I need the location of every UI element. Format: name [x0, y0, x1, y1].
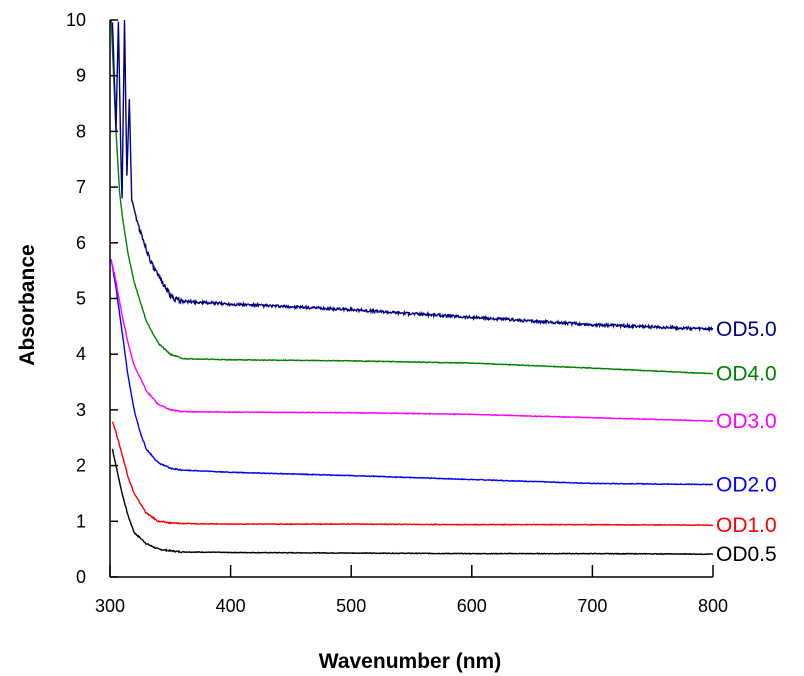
y-tick-label: 7	[76, 177, 86, 197]
series-line-od5-0	[111, 19, 714, 333]
series-line-od2-0	[110, 259, 714, 486]
x-tick-label: 300	[95, 596, 125, 616]
y-tick-label: 4	[76, 344, 86, 364]
y-tick-label: 6	[76, 233, 86, 253]
tick-labels: 0 1 2 3 4 5 6 7 8 9 10 300 400 500 600 700 800	[66, 10, 728, 616]
x-tick-label: 400	[216, 596, 246, 616]
series-line-od3-0	[110, 259, 714, 423]
series-line-od0-5	[111, 448, 714, 556]
y-tick-label: 8	[76, 121, 86, 141]
y-tick-label: 2	[76, 456, 86, 476]
axes	[109, 19, 714, 578]
plot-lines	[110, 19, 714, 556]
series-label: OD2.0	[716, 474, 777, 497]
series-label: OD0.5	[716, 543, 777, 566]
y-axis-title: Absorbance	[16, 244, 39, 365]
x-tick-label: 500	[336, 596, 366, 616]
y-tick-label: 10	[66, 10, 86, 30]
series-label: OD3.0	[716, 410, 777, 433]
series-label: OD5.0	[716, 318, 777, 341]
series-label: OD4.0	[716, 363, 777, 386]
x-tick-label: 800	[698, 596, 728, 616]
y-tick-label: 1	[76, 511, 86, 531]
y-tick-label: 0	[76, 567, 86, 587]
series-line-od1-0	[111, 421, 714, 527]
x-tick-label: 600	[457, 596, 487, 616]
y-tick-label: 3	[76, 400, 86, 420]
x-tick-label: 700	[577, 596, 607, 616]
series-line-od4-0	[110, 19, 713, 375]
series-labels: OD0.5 OD1.0 OD2.0 OD3.0 OD4.0 OD5.0	[716, 318, 777, 566]
x-axis-title: Wavenumber (nm)	[319, 650, 501, 673]
series-label: OD1.0	[716, 514, 777, 537]
y-tick-label: 9	[76, 66, 86, 86]
y-tick-label: 5	[76, 289, 86, 309]
